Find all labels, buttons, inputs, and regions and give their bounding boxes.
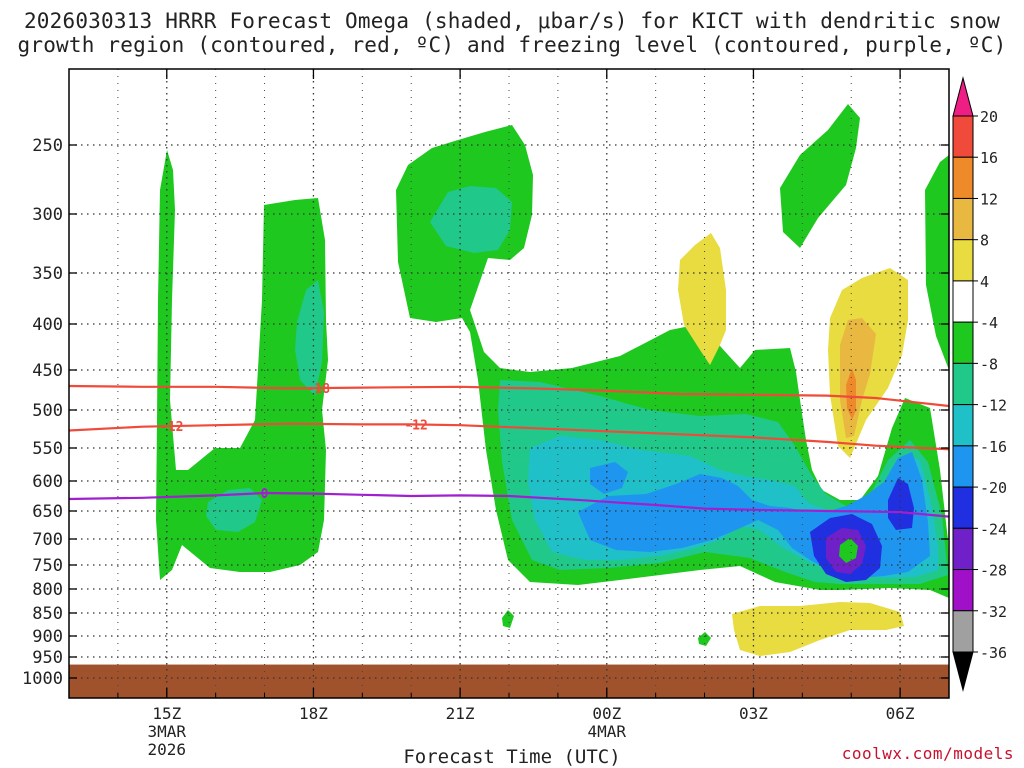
colorbar-box-5 bbox=[952, 321, 974, 364]
colorbar-label-10: -24 bbox=[980, 520, 1007, 538]
chart-title-line-1: 2026030313 HRRR Forecast Omega (shaded, … bbox=[23, 9, 1001, 33]
colorbar-label-5: -4 bbox=[980, 314, 998, 332]
colorbar-box-2 bbox=[952, 197, 974, 241]
colorbar-box-7 bbox=[952, 404, 974, 447]
omega-region-patch-a bbox=[502, 610, 514, 628]
x-axis-label: Forecast Time (UTC) bbox=[403, 746, 621, 768]
colorbar-bottom-arrow bbox=[952, 651, 974, 692]
colorbar-label-2: 12 bbox=[980, 190, 998, 208]
y-tick-label-400: 400 bbox=[32, 315, 63, 335]
contour-label-minus12-0: -12 bbox=[160, 420, 183, 435]
colorbar-box-0 bbox=[952, 115, 974, 158]
colorbar-label-9: -20 bbox=[980, 479, 1007, 497]
omega-core-28 bbox=[839, 538, 858, 563]
omega-region-upper-06z bbox=[925, 155, 949, 370]
contour-label-freezing-0-0: 0 bbox=[261, 487, 269, 502]
omega-positive-patch-low bbox=[732, 602, 904, 656]
y-tick-label-300: 300 bbox=[32, 205, 63, 225]
y-tick-label-900: 900 bbox=[32, 627, 63, 647]
omega-positive-patch-upper bbox=[678, 233, 726, 365]
x-tick-label-00Z: 00Z bbox=[592, 704, 621, 723]
plot-overlay: -18 -12 -12 0 bbox=[68, 69, 950, 698]
y-tick-label-800: 800 bbox=[32, 580, 63, 600]
contour-label-minus18-0: -18 bbox=[307, 382, 331, 397]
y-tick-label-750: 750 bbox=[32, 556, 63, 576]
omega-core-20-b bbox=[888, 478, 914, 530]
y-tick-label-650: 650 bbox=[32, 502, 63, 522]
colorbar-label-8: -16 bbox=[980, 438, 1007, 456]
credit-text: coolwx.com/models bbox=[841, 744, 1014, 763]
x-tick-label-21Z: 21Z bbox=[446, 704, 475, 723]
y-tick-label-1000: 1000 bbox=[22, 669, 63, 689]
x-tick-label-15Z: 15Z bbox=[152, 704, 181, 723]
y-tick-label-550: 550 bbox=[32, 439, 63, 459]
colorbar-box-4 bbox=[952, 280, 974, 323]
x-tick-label-18Z: 18Z bbox=[299, 704, 328, 723]
omega-region-u-column bbox=[156, 150, 328, 580]
colorbar-label-12: -32 bbox=[980, 603, 1007, 621]
y-tick-label-500: 500 bbox=[32, 401, 63, 421]
contour-label-minus12-1: -12 bbox=[404, 419, 427, 434]
colorbar-label-11: -28 bbox=[980, 562, 1007, 580]
y-tick-label-700: 700 bbox=[32, 530, 63, 550]
colorbar-label-0: 20 bbox=[980, 108, 998, 126]
y-tick-label-450: 450 bbox=[32, 361, 63, 381]
y-tick-label-950: 950 bbox=[32, 648, 63, 668]
colorbar-box-10 bbox=[952, 527, 974, 571]
y-tick-label-600: 600 bbox=[32, 472, 63, 492]
omega-region-patch-b bbox=[698, 632, 711, 646]
colorbar-box-3 bbox=[952, 239, 974, 282]
omega-positive-core-12 bbox=[846, 368, 856, 420]
colorbar-label-7: -12 bbox=[980, 397, 1007, 415]
omega-core-16-a bbox=[590, 462, 628, 494]
colorbar-box-1 bbox=[952, 156, 974, 199]
y-tick-label-850: 850 bbox=[32, 604, 63, 624]
contour-freezing-0 bbox=[68, 491, 950, 518]
colorbar-box-12 bbox=[952, 610, 974, 653]
contour-minus18 bbox=[68, 384, 950, 408]
omega-core-8-column bbox=[295, 280, 324, 396]
x-tick-date-15Z: 3MAR bbox=[148, 722, 187, 741]
colorbar-box-9 bbox=[952, 486, 974, 529]
colorbar-box-6 bbox=[952, 362, 974, 406]
colorbar-top-arrow bbox=[952, 76, 974, 117]
contour-minus12 bbox=[68, 422, 950, 451]
colorbar-label-1: 16 bbox=[980, 149, 998, 167]
omega-core-8-upper bbox=[430, 186, 512, 253]
x-tick-year-15Z: 2026 bbox=[148, 740, 187, 759]
y-tick-label-350: 350 bbox=[32, 264, 63, 284]
x-tick-date-00Z: 4MAR bbox=[588, 722, 627, 741]
colorbar-box-11 bbox=[952, 569, 974, 612]
x-tick-label-03Z: 03Z bbox=[739, 704, 768, 723]
colorbar-label-4: 4 bbox=[980, 273, 989, 291]
chart-title-line-2: growth region (contoured, red, ºC) and f… bbox=[17, 33, 1007, 57]
colorbar-label-6: -8 bbox=[980, 355, 998, 373]
omega-core-8-left bbox=[206, 488, 262, 532]
colorbar-label-13: -36 bbox=[980, 644, 1007, 662]
x-tick-label-06Z: 06Z bbox=[886, 704, 915, 723]
omega-region-upper-03z bbox=[780, 104, 860, 248]
colorbar: 20 16 12 8 4 -4 -8 -12 -16 -20 -24 -28 -32 -36 bbox=[952, 76, 1007, 692]
colorbar-box-8 bbox=[952, 445, 974, 488]
y-tick-label-250: 250 bbox=[32, 136, 63, 156]
axes: 250 300 350 400 450 500 550 600 650 700 750 800 850 9… bbox=[22, 68, 950, 759]
colorbar-label-3: 8 bbox=[980, 232, 989, 250]
